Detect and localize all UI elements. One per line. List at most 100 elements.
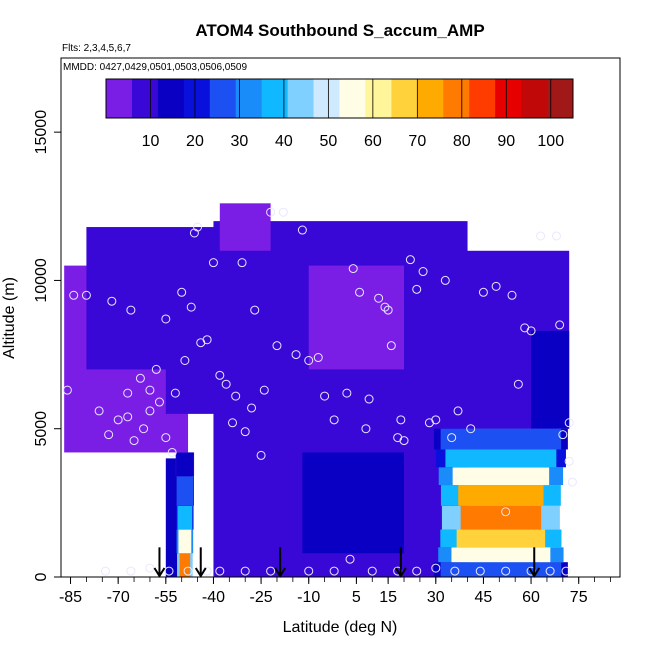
sample-point (386, 341, 396, 351)
sample-point (345, 554, 355, 564)
colorbar-swatch (131, 79, 159, 118)
sample-point (558, 430, 568, 440)
sample-point (475, 566, 485, 576)
heatmap-region (302, 452, 405, 554)
sample-point (364, 394, 374, 404)
colorbar-tick-label: 70 (408, 133, 426, 150)
heatmap-region (219, 203, 271, 251)
sample-point (94, 406, 104, 416)
flight-arrow (194, 547, 207, 578)
sample-point (107, 296, 117, 306)
y-axis-label: Altitude (m) (1, 277, 18, 359)
sample-point (180, 356, 190, 366)
sample-point (161, 314, 171, 324)
sample-point (453, 406, 463, 416)
x-axis: -85 -70 -55 -40 -25 -10 5 15 30 45 60 75 (59, 577, 611, 606)
sample-point (367, 566, 377, 576)
sample-point (545, 566, 555, 576)
x-tick-label: -85 (59, 589, 82, 606)
plume-core-northern (456, 529, 546, 548)
sample-point (491, 281, 501, 291)
sample-point (272, 341, 282, 351)
colorbar-tick-label: 40 (275, 133, 293, 150)
sample-point (304, 356, 314, 366)
sample-point (129, 436, 139, 446)
sample-point (561, 566, 571, 576)
sample-point (104, 430, 114, 440)
plume-core-northern (452, 467, 550, 486)
sample-point (383, 305, 393, 315)
flight-arrows (153, 547, 541, 578)
sample-point (186, 302, 196, 312)
sample-point (240, 427, 250, 437)
sample-point (164, 566, 174, 576)
x-tick-label: 45 (475, 589, 493, 606)
sample-point (418, 267, 428, 277)
colorbar-swatch (495, 79, 522, 118)
colorbar-swatch (157, 79, 185, 118)
colorbar-swatch (235, 79, 263, 118)
sample-point (135, 373, 145, 383)
colorbar-tick-label: 90 (497, 133, 515, 150)
sample-point (215, 566, 225, 576)
colorbar-swatch (469, 79, 496, 118)
sample-point (551, 231, 561, 241)
sample-point (193, 222, 203, 232)
sample-point (228, 418, 238, 428)
sample-point (555, 320, 565, 330)
sample-point (145, 563, 155, 573)
sample-point (145, 385, 155, 395)
sample-point (396, 415, 406, 425)
colorbar-swatch (183, 79, 211, 118)
plume-core-northern (445, 449, 557, 468)
sample-point (208, 258, 218, 268)
sample-point (450, 566, 460, 576)
colorbar-swatch (547, 79, 574, 118)
heatmap-region (165, 265, 325, 414)
dates-label: MMDD: 0427,0429,0501,0503,0506,0509 (63, 62, 247, 73)
sample-point (139, 424, 149, 434)
chart-title: ATOM4 Southbound S_accum_AMP (195, 21, 484, 40)
colorbar-swatch (209, 79, 237, 118)
x-tick-label: -10 (297, 589, 320, 606)
x-tick-label: -55 (154, 589, 177, 606)
sample-point (126, 305, 136, 315)
plume-core-southern (176, 452, 194, 477)
sample-point (151, 364, 161, 374)
plume-core-northern (440, 428, 562, 450)
colorbar-tick-label: 50 (319, 133, 337, 150)
sample-point (161, 433, 171, 443)
flights-label: Flts: 2,3,4,5,6,7 (62, 43, 131, 54)
sample-point (536, 231, 546, 241)
x-tick-label: -70 (107, 589, 130, 606)
sample-point (329, 415, 339, 425)
colorbar-swatch (521, 79, 548, 118)
sample-point (412, 284, 422, 294)
heatmap-field (64, 203, 570, 577)
y-axis: 0 5000 10000 15000 (33, 110, 61, 581)
colorbar-swatch (287, 79, 315, 118)
sample-point (478, 287, 488, 297)
plume-core-southern (176, 476, 194, 506)
colorbar-swatch (443, 79, 470, 118)
sample-point (69, 290, 79, 300)
colorbar-swatch (313, 79, 340, 118)
colorbar-tick-label: 80 (453, 133, 471, 150)
plume-core-northern (460, 505, 542, 530)
plume-core-northern (440, 562, 562, 577)
colorbar-tick-label: 60 (364, 133, 382, 150)
sample-point (501, 507, 511, 517)
sample-markers (62, 207, 577, 576)
colorbar-swatch (339, 79, 366, 118)
heatmap-region (308, 265, 405, 370)
sample-point (440, 275, 450, 285)
flight-arrow (394, 547, 407, 578)
x-tick-label: 75 (570, 589, 588, 606)
sample-point (507, 290, 517, 300)
sample-point (412, 566, 422, 576)
sample-point (297, 225, 307, 235)
sample-point (183, 566, 193, 576)
sample-point (374, 293, 384, 303)
x-tick-label: -25 (250, 589, 273, 606)
